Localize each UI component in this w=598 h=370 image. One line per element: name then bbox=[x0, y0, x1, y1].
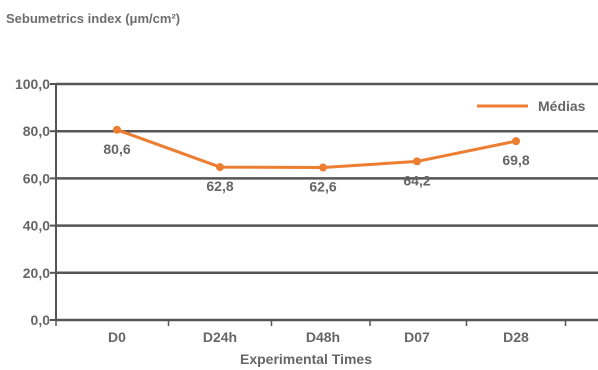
data-label: 80,6 bbox=[103, 141, 130, 157]
data-label: 62,6 bbox=[309, 179, 336, 195]
series-line-medias bbox=[116, 128, 517, 170]
data-point bbox=[113, 125, 121, 134]
x-tick-label: D24h bbox=[203, 329, 237, 345]
x-tick-label: D07 bbox=[404, 329, 430, 345]
legend: Médias bbox=[477, 98, 586, 114]
data-point bbox=[216, 163, 224, 172]
x-tick-label: D48h bbox=[306, 329, 340, 345]
y-tick-label: 40,0 bbox=[23, 218, 50, 234]
gridlines bbox=[56, 82, 598, 322]
chart-title: Sebumetrics index (μm/cm²) bbox=[6, 11, 181, 26]
data-point bbox=[512, 137, 520, 146]
x-axis-title: Experimental Times bbox=[240, 351, 372, 367]
series-medias bbox=[113, 125, 520, 172]
y-tick-label: 80,0 bbox=[23, 123, 50, 139]
y-tick-label: 20,0 bbox=[23, 265, 50, 281]
data-label: 64,2 bbox=[403, 172, 430, 188]
data-point bbox=[413, 157, 421, 166]
legend-label: Médias bbox=[538, 98, 586, 114]
y-axis: 0,0 20,0 40,0 60,0 80,0 100,0 bbox=[15, 76, 57, 328]
data-label: 69,8 bbox=[502, 152, 529, 168]
y-tick-label: 100,0 bbox=[15, 76, 50, 92]
data-point bbox=[319, 163, 327, 172]
data-labels: 80,6 62,8 62,6 64,2 69,8 bbox=[103, 141, 529, 195]
data-label: 62,8 bbox=[206, 178, 233, 194]
x-tick-label: D28 bbox=[503, 329, 529, 345]
y-tick-label: 60,0 bbox=[23, 170, 50, 186]
y-tick-label: 0,0 bbox=[31, 312, 51, 328]
x-axis: D0 D24h D48h D07 D28 bbox=[55, 320, 567, 345]
x-tick-label: D0 bbox=[108, 329, 126, 345]
